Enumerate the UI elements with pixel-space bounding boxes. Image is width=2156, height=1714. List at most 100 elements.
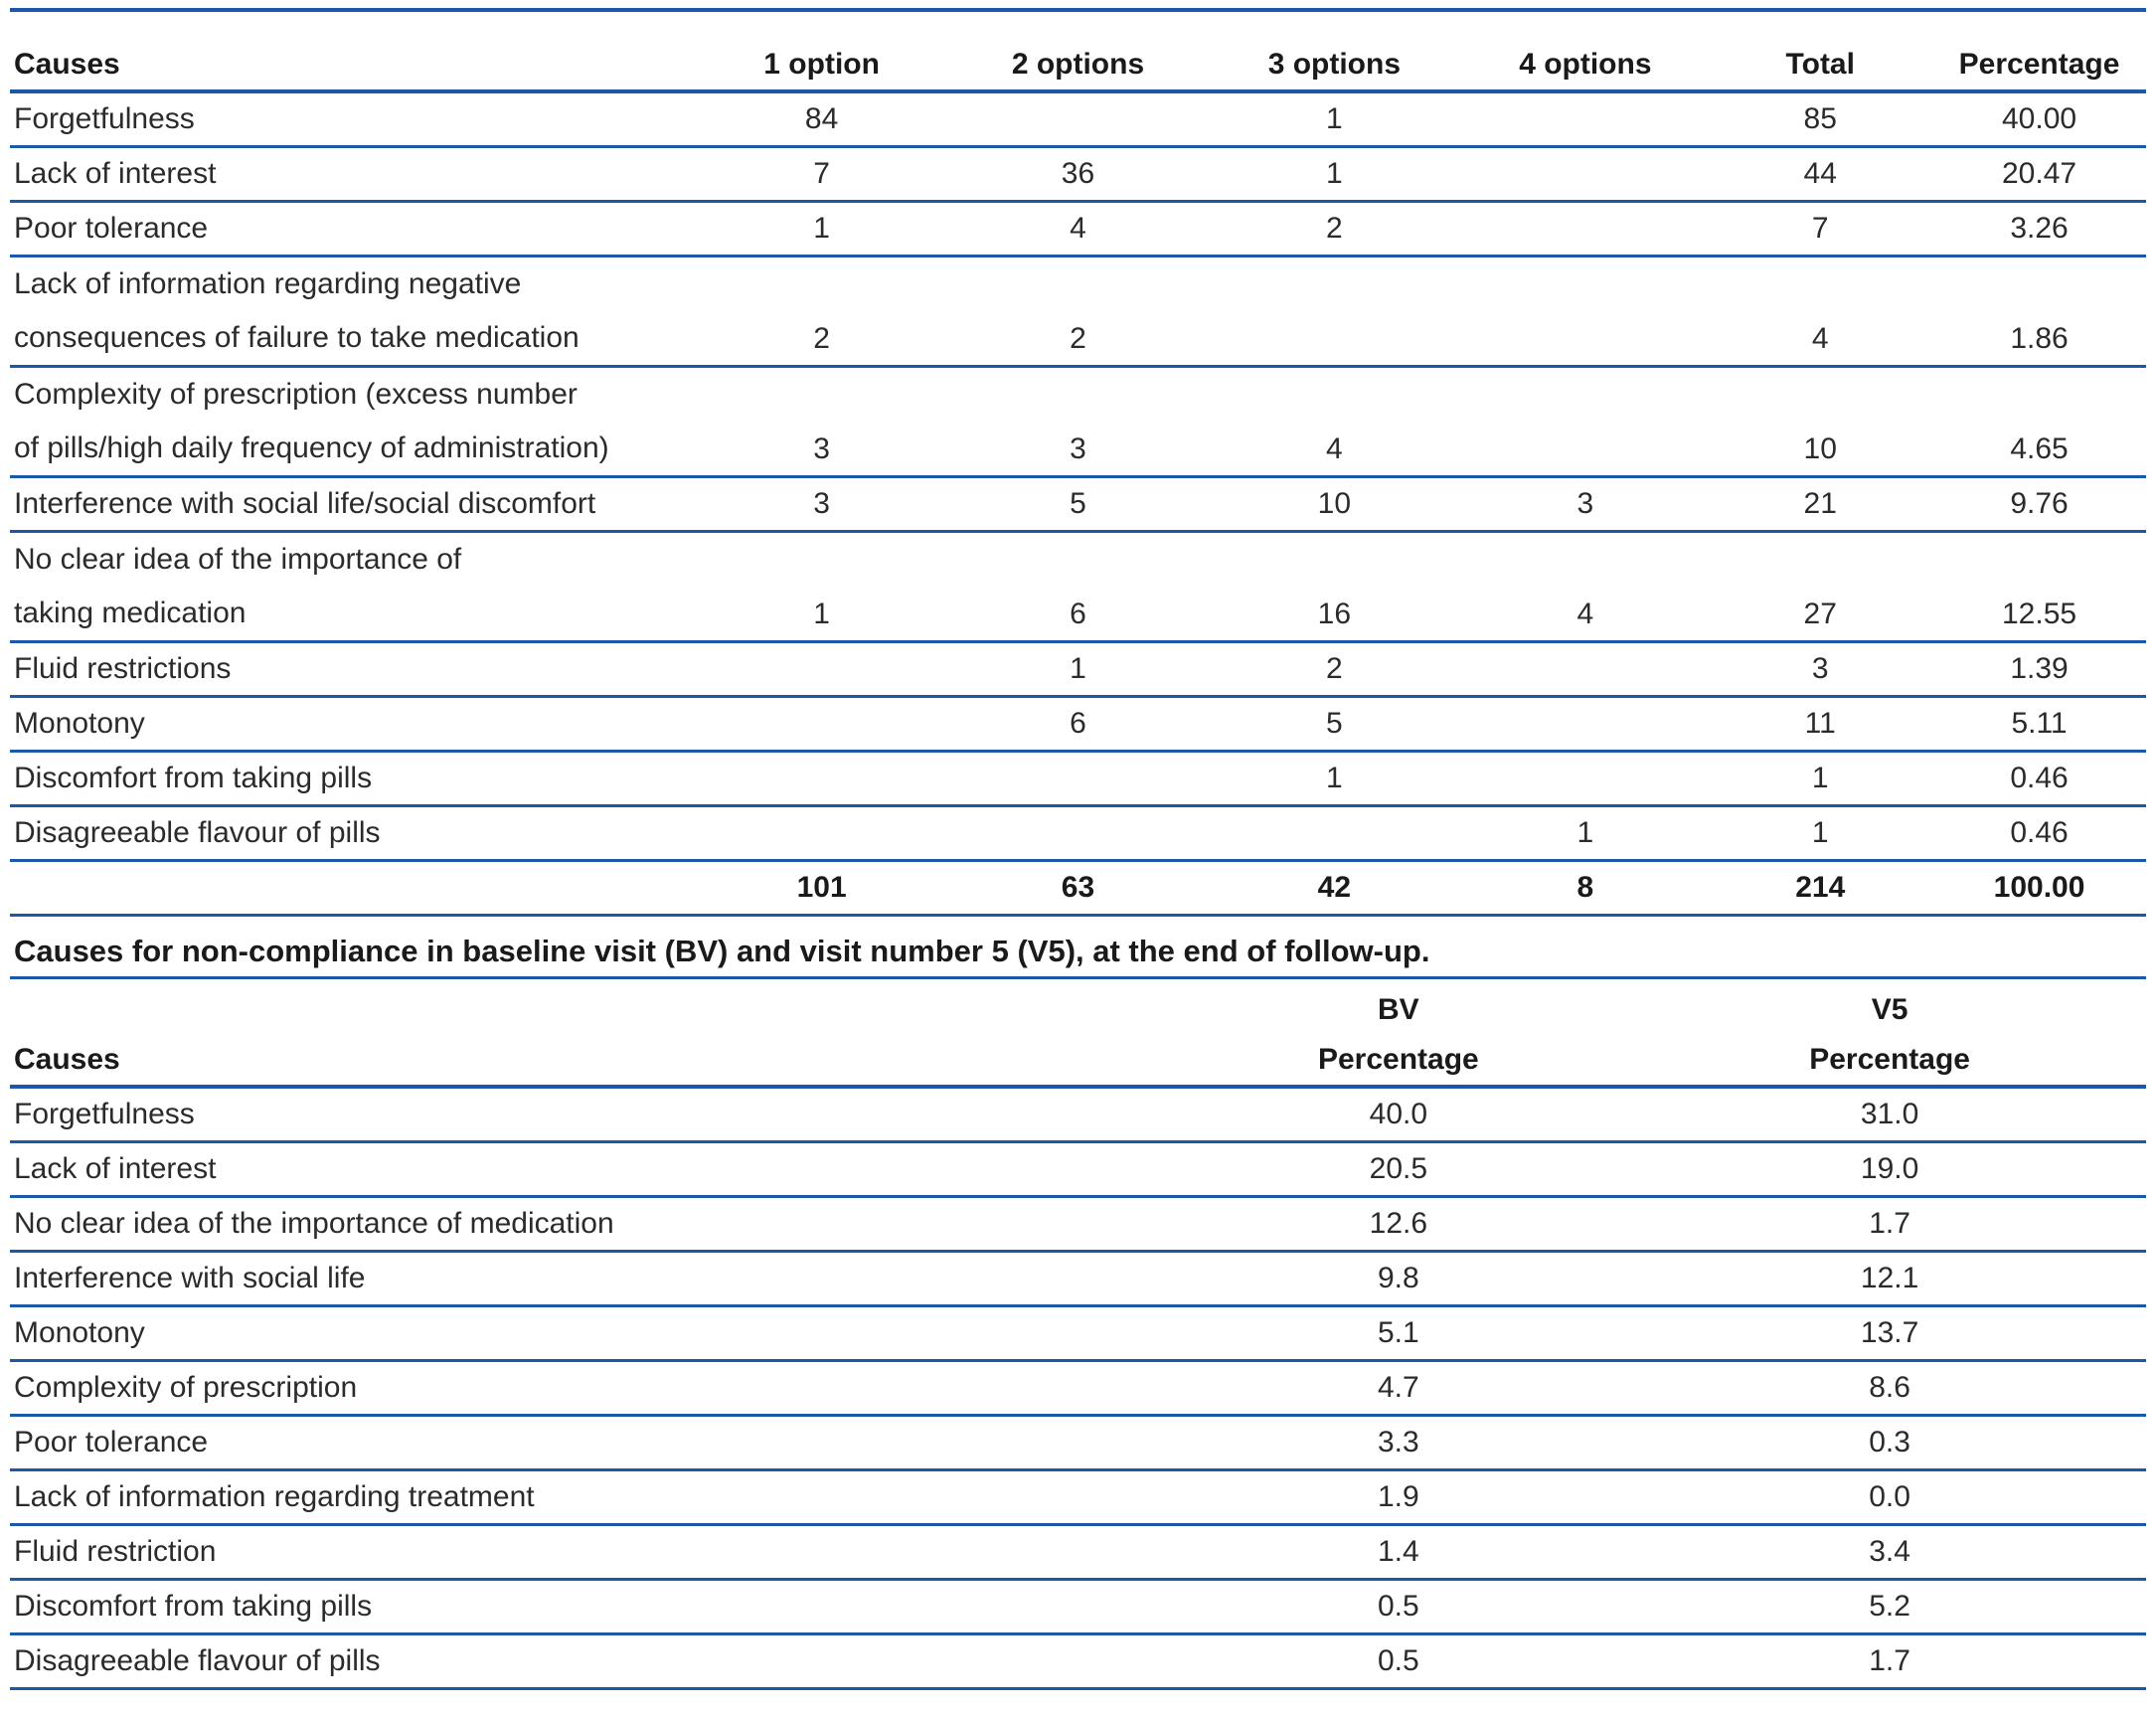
cause-cell: Disagreeable flavour of pills: [10, 1633, 1164, 1690]
value-cell: 4: [949, 201, 1207, 257]
table1-header-causes: Causes: [10, 12, 694, 93]
totals-empty-cell: [10, 860, 694, 917]
cause-cell: Monotony: [10, 696, 694, 753]
percentage-cell: 0.46: [1932, 805, 2146, 862]
value-cell: 3: [693, 476, 950, 533]
cause-cell: Fluid restriction: [10, 1524, 1164, 1581]
value-cell: [1462, 91, 1709, 148]
percentage-cell: 1.39: [1932, 641, 2146, 698]
cause-cell: Poor tolerance: [10, 1415, 1164, 1471]
table-row: No clear idea of the importance of takin…: [10, 531, 2146, 643]
table1-header-2-options: 2 options: [949, 12, 1207, 93]
totals-4-options: 8: [1462, 860, 1709, 917]
cause-label-line2: consequences of failure to take medicati…: [14, 321, 580, 354]
table1-header-row: Causes 1 option 2 options 3 options 4 op…: [10, 12, 2146, 93]
percentage-cell: 40.00: [1932, 91, 2146, 148]
value-cell: 1: [693, 531, 950, 643]
cause-cell: Disagreeable flavour of pills: [10, 805, 694, 862]
table-row: Lack of interest 7 36 1 44 20.47: [10, 146, 2146, 203]
cause-cell: Discomfort from taking pills: [10, 751, 694, 807]
value-cell: [1462, 641, 1709, 698]
bv-percentage-cell: 9.8: [1163, 1251, 1634, 1307]
cause-label-line1: No clear idea of the importance of: [14, 543, 462, 576]
bv-percentage-cell: 1.9: [1163, 1469, 1634, 1526]
cause-cell: Forgetfulness: [10, 91, 694, 148]
value-cell: 1: [1206, 91, 1463, 148]
value-cell: 6: [949, 531, 1207, 643]
cause-label: Interference with social life/social dis…: [14, 487, 596, 520]
value-cell: 4: [1462, 531, 1709, 643]
table-row: Disagreeable flavour of pills 0.5 1.7: [10, 1633, 2146, 1690]
cause-cell: Fluid restrictions: [10, 641, 694, 698]
value-cell: 1: [1206, 751, 1463, 807]
value-cell: 6: [949, 696, 1207, 753]
total-cell: 44: [1708, 146, 1933, 203]
value-cell: [693, 805, 950, 862]
cause-label: Disagreeable flavour of pills: [14, 816, 381, 849]
value-cell: [1462, 201, 1709, 257]
bv-percentage-cell: 5.1: [1163, 1305, 1634, 1362]
table-row: Interference with social life/social dis…: [10, 476, 2146, 533]
table2-header-row: Causes Percentage Percentage: [10, 1027, 2146, 1089]
total-cell: 85: [1708, 91, 1933, 148]
table2-header-bv-percentage: Percentage: [1163, 1027, 1634, 1089]
cause-label: Poor tolerance: [14, 212, 209, 245]
value-cell: 36: [949, 146, 1207, 203]
cause-cell: Complexity of prescription: [10, 1360, 1164, 1417]
table2-group-bv: BV: [1378, 993, 1419, 1026]
bv-percentage-cell: 1.4: [1163, 1524, 1634, 1581]
table-row: Complexity of prescription 4.7 8.6: [10, 1360, 2146, 1417]
cause-label-line1: Complexity of prescription (excess numbe…: [14, 378, 578, 411]
value-cell: 1: [1462, 805, 1709, 862]
cause-label: Fluid restrictions: [14, 652, 232, 685]
value-cell: [1462, 366, 1709, 478]
value-cell: [949, 751, 1207, 807]
bv-percentage-cell: 0.5: [1163, 1633, 1634, 1690]
cause-label: Forgetfulness: [14, 102, 195, 135]
bv-percentage-cell: 40.0: [1163, 1087, 1634, 1143]
value-cell: 16: [1206, 531, 1463, 643]
bv-v5-comparison-table: BV V5 Causes Percentage Percentage Forge…: [10, 979, 2146, 1690]
cause-cell: No clear idea of the importance of medic…: [10, 1196, 1164, 1253]
v5-percentage-cell: 19.0: [1633, 1141, 2146, 1198]
cause-cell: No clear idea of the importance of takin…: [10, 531, 694, 643]
v5-percentage-cell: 12.1: [1633, 1251, 2146, 1307]
table-row: Complexity of prescription (excess numbe…: [10, 366, 2146, 478]
top-rule: [10, 8, 2146, 12]
total-cell: 1: [1708, 751, 1933, 807]
total-cell: 1: [1708, 805, 1933, 862]
value-cell: [1206, 805, 1463, 862]
value-cell: [1206, 256, 1463, 368]
bv-percentage-cell: 3.3: [1163, 1415, 1634, 1471]
total-cell: 27: [1708, 531, 1933, 643]
cause-cell: Discomfort from taking pills: [10, 1579, 1164, 1635]
table1-header-3-options: 3 options: [1206, 12, 1463, 93]
value-cell: 10: [1206, 476, 1463, 533]
value-cell: 84: [693, 91, 950, 148]
table1-header-total: Total: [1708, 12, 1933, 93]
value-cell: 1: [949, 641, 1207, 698]
cause-cell: Lack of interest: [10, 146, 694, 203]
table2-group-header-row: BV V5: [10, 979, 2146, 1027]
table-row: Fluid restriction 1.4 3.4: [10, 1524, 2146, 1581]
value-cell: 2: [693, 256, 950, 368]
totals-2-options: 63: [949, 860, 1207, 917]
value-cell: [1462, 696, 1709, 753]
value-cell: [1462, 751, 1709, 807]
cause-cell: Lack of interest: [10, 1141, 1164, 1198]
table-row: Monotony 5.1 13.7: [10, 1305, 2146, 1362]
cause-label-line2: taking medication: [14, 597, 247, 629]
v5-percentage-cell: 31.0: [1633, 1087, 2146, 1143]
table-row: Forgetfulness 40.0 31.0: [10, 1087, 2146, 1143]
value-cell: 5: [1206, 696, 1463, 753]
cause-label: Monotony: [14, 707, 145, 740]
value-cell: [949, 91, 1207, 148]
percentage-cell: 3.26: [1932, 201, 2146, 257]
value-cell: 1: [693, 201, 950, 257]
value-cell: 7: [693, 146, 950, 203]
totals-1-option: 101: [693, 860, 950, 917]
v5-percentage-cell: 8.6: [1633, 1360, 2146, 1417]
options-frequency-table: Causes 1 option 2 options 3 options 4 op…: [10, 12, 2146, 917]
percentage-cell: 9.76: [1932, 476, 2146, 533]
table-row: Forgetfulness 84 1 85 40.00: [10, 91, 2146, 148]
